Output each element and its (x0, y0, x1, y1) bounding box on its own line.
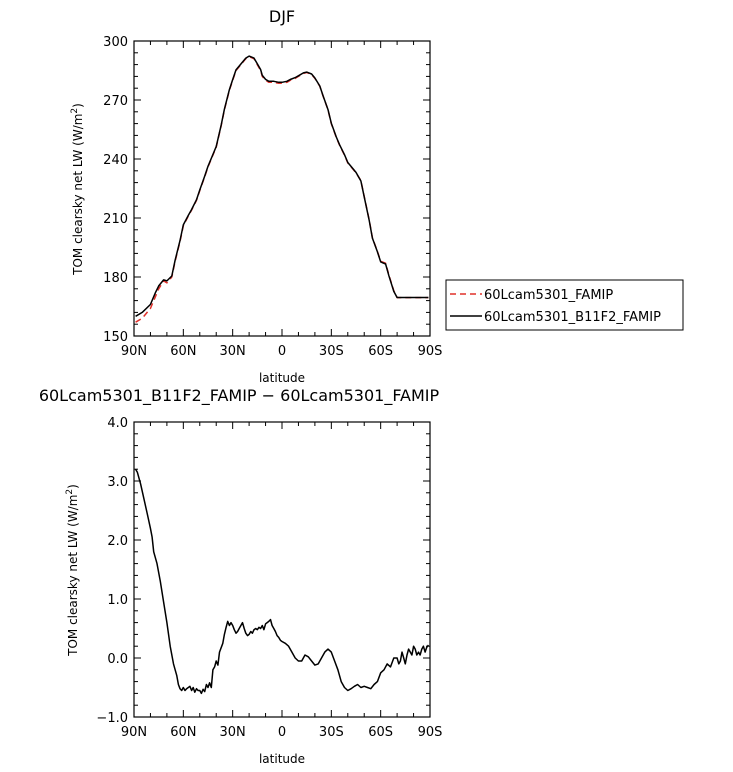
legend-box (445, 279, 684, 331)
x-tick-label: 60S (368, 344, 393, 359)
x-tick-label: 30S (319, 725, 344, 740)
x-axis-label: latitude (259, 371, 305, 385)
x-tick-label: 90N (121, 725, 147, 740)
y-axis-label: TOM clearsky net LW (W/m2) (65, 484, 80, 657)
chart-panel-1: DJF 90N 60N 30N 0 30S 60S 90S 150 180 210 240 270 300… (70, 7, 684, 385)
y-tick-label: 300 (103, 35, 128, 50)
series-line-2 (135, 55, 429, 317)
x-tick-label: 30N (220, 344, 246, 359)
series-line-1 (134, 468, 430, 695)
legend-label-2: 60Lcam5301_B11F2_FAMIP (484, 310, 661, 325)
plot-frame (133, 421, 431, 718)
x-tick-label: 90S (418, 725, 443, 740)
x-tick-label: 60S (368, 725, 393, 740)
x-tick-label: 60N (170, 344, 196, 359)
chart-title: 60Lcam5301_B11F2_FAMIP − 60Lcam5301_FAMI… (39, 386, 440, 406)
x-axis-label: latitude (259, 752, 305, 766)
y-tick-label: 0.0 (107, 652, 128, 667)
x-tick-label: 90N (121, 344, 147, 359)
y-tick-label: 1.0 (107, 593, 128, 608)
x-tick-label: 90S (418, 344, 443, 359)
y-tick-label: 150 (103, 330, 128, 345)
series-line-1 (135, 55, 429, 323)
y-tick-label: 4.0 (107, 416, 128, 431)
y-tick-label: 270 (103, 94, 128, 109)
chart-panel-2: 60Lcam5301_B11F2_FAMIP − 60Lcam5301_FAMI… (39, 386, 443, 766)
x-tick-label: 60N (170, 725, 196, 740)
y-tick-label: 3.0 (107, 475, 128, 490)
y-axis-label: TOM clearsky net LW (W/m2) (70, 103, 85, 276)
y-tick-label: 210 (103, 212, 128, 227)
legend: 60Lcam5301_FAMIP 60Lcam5301_B11F2_FAMIP (445, 279, 684, 331)
x-tick-label: 30N (220, 725, 246, 740)
legend-label-1: 60Lcam5301_FAMIP (484, 288, 613, 303)
y-tick-label: 2.0 (107, 534, 128, 549)
y-tick-label: −1.0 (96, 711, 128, 726)
chart-title: DJF (269, 7, 295, 26)
y-tick-label: 180 (103, 271, 128, 286)
x-tick-label: 0 (278, 725, 286, 740)
y-tick-label: 240 (103, 153, 128, 168)
x-tick-label: 30S (319, 344, 344, 359)
x-tick-label: 0 (278, 344, 286, 359)
plot-frame (133, 40, 431, 337)
